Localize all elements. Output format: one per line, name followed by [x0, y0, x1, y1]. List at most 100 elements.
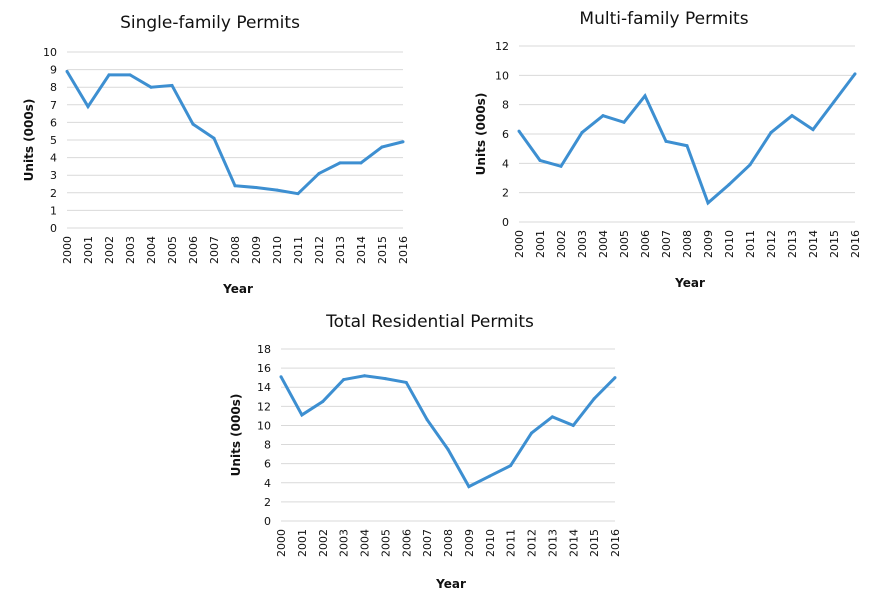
data-point-2011 — [296, 192, 300, 196]
x-tick-label: 2012 — [526, 529, 539, 557]
data-point-2012 — [769, 131, 773, 135]
y-tick-label: 0 — [502, 216, 509, 229]
data-point-2007 — [664, 139, 668, 143]
x-tick-label: 2014 — [567, 529, 580, 557]
data-point-2002 — [321, 400, 325, 404]
x-tick-label: 2005 — [166, 236, 179, 264]
x-tick-label: 2014 — [355, 236, 368, 264]
data-point-2015 — [592, 397, 596, 401]
y-tick-label: 18 — [257, 343, 271, 356]
data-point-2010 — [275, 188, 279, 192]
y-tick-label: 3 — [50, 169, 57, 182]
series-line — [279, 374, 617, 489]
x-tick-label: 2000 — [275, 529, 288, 557]
x-tick-label: 2015 — [828, 230, 841, 258]
y-tick-label: 16 — [257, 362, 271, 375]
x-tick-label: 2013 — [546, 529, 559, 557]
y-tick-label: 12 — [495, 40, 509, 53]
data-point-2014 — [359, 161, 363, 165]
y-tick-label: 0 — [264, 515, 271, 528]
x-tick-label: 2002 — [555, 230, 568, 258]
x-tick-label: 2004 — [597, 230, 610, 258]
data-point-2001 — [538, 158, 542, 162]
x-tick-label: 2016 — [397, 236, 410, 264]
data-point-2002 — [107, 73, 111, 77]
y-tick-label: 10 — [257, 419, 271, 432]
x-tick-label: 2007 — [660, 230, 673, 258]
x-tick-label: 2000 — [513, 230, 526, 258]
chart-1: Single-family Permits 0 1 2 3 4 5 6 7 8 9 10 2000 200… — [22, 13, 410, 296]
data-point-2004 — [149, 85, 153, 89]
data-point-2005 — [383, 377, 387, 381]
x-tick-label: 2000 — [61, 236, 74, 264]
chart-2: Multi-family Permits 0 2 4 6 8 10 12 2000 2001 200… — [474, 9, 862, 290]
x-axis-label: Year — [222, 282, 253, 296]
data-point-2013 — [338, 161, 342, 165]
data-point-2011 — [509, 464, 513, 468]
y-tick-label: 14 — [257, 381, 271, 394]
data-point-2003 — [342, 378, 346, 382]
y-tick-label: 5 — [50, 134, 57, 147]
x-tick-label: 2001 — [534, 230, 547, 258]
chart-title: Multi-family Permits — [579, 9, 748, 29]
y-tick-label: 8 — [502, 99, 509, 112]
x-tick-label: 2016 — [609, 529, 622, 557]
x-tick-label: 2009 — [463, 529, 476, 557]
x-tick-label: 2009 — [250, 236, 263, 264]
x-tick-label: 2014 — [807, 230, 820, 258]
data-point-2004 — [601, 114, 605, 118]
x-tick-label: 2001 — [82, 236, 95, 264]
data-point-2001 — [300, 413, 304, 417]
x-tick-label: 2011 — [505, 529, 518, 557]
data-point-2003 — [128, 73, 132, 77]
x-tick-label: 2010 — [723, 230, 736, 258]
data-point-2004 — [363, 374, 366, 378]
data-point-2009 — [467, 485, 471, 489]
data-point-2010 — [727, 183, 731, 187]
series-line — [517, 72, 857, 206]
y-tick-label: 4 — [502, 157, 509, 170]
y-tick-label: 2 — [502, 187, 509, 200]
y-tick-label: 6 — [264, 458, 271, 471]
data-point-2009 — [254, 186, 258, 190]
x-axis-label: Year — [435, 577, 466, 591]
data-point-2008 — [233, 184, 237, 188]
x-axis-label: Year — [674, 276, 705, 290]
x-tick-label: 2007 — [208, 236, 221, 264]
x-tick-label: 2008 — [442, 529, 455, 557]
y-axis-label: Units (000s) — [22, 99, 36, 182]
y-tick-label: 10 — [43, 46, 57, 59]
x-tick-label: 2002 — [317, 529, 330, 557]
x-tick-label: 2015 — [588, 529, 601, 557]
data-point-2000 — [517, 129, 521, 133]
x-tick-label: 2008 — [229, 236, 242, 264]
data-point-2007 — [425, 418, 429, 422]
x-tick-label: 2012 — [765, 230, 778, 258]
x-tick-label: 2006 — [400, 529, 413, 557]
y-tick-label: 12 — [257, 400, 271, 413]
data-point-2002 — [559, 164, 563, 168]
data-point-2008 — [446, 447, 450, 451]
y-axis-label: Units (000s) — [474, 93, 488, 176]
y-tick-label: 4 — [50, 152, 57, 165]
y-tick-label: 4 — [264, 477, 271, 490]
data-point-2014 — [811, 128, 815, 132]
x-tick-label: 2005 — [379, 529, 392, 557]
x-tick-label: 2007 — [421, 529, 434, 557]
data-point-2006 — [404, 380, 408, 384]
x-tick-label: 2008 — [681, 230, 694, 258]
x-tick-label: 2011 — [292, 236, 305, 264]
x-tick-label: 2013 — [786, 230, 799, 258]
data-point-2010 — [488, 474, 492, 478]
y-tick-label: 1 — [50, 204, 57, 217]
x-tick-label: 2012 — [313, 236, 326, 264]
chart-3: Total Residential Permits 0 2 4 6 8 10 12 14 16 18… — [229, 312, 622, 591]
y-tick-label: 10 — [495, 69, 509, 82]
data-point-2011 — [748, 163, 752, 167]
x-tick-label: 2001 — [296, 529, 309, 557]
y-tick-label: 2 — [264, 496, 271, 509]
data-point-2009 — [706, 201, 710, 205]
data-point-2003 — [580, 131, 584, 135]
y-tick-label: 6 — [50, 116, 57, 129]
x-tick-label: 2004 — [145, 236, 158, 264]
